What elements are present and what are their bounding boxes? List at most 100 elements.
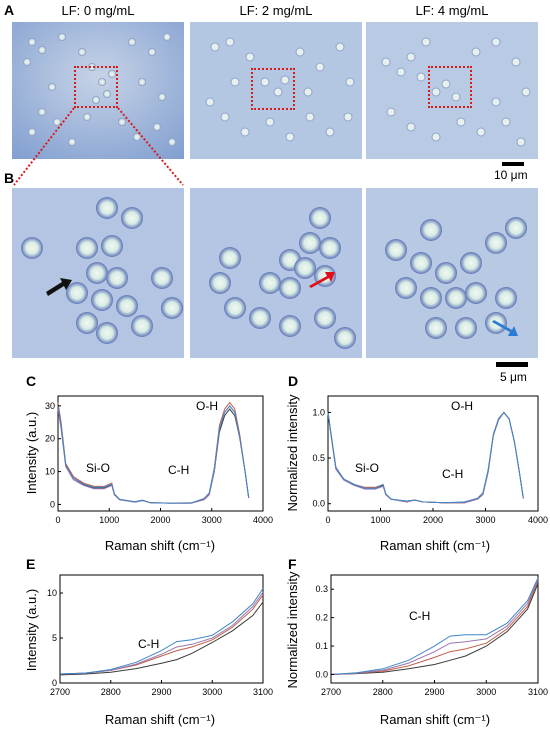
chart-e-xtick-label: 3100 <box>253 687 273 697</box>
chart-f-series-0 <box>330 583 539 675</box>
chart-d-series <box>327 411 524 504</box>
chart-e-xtick-label: 3000 <box>202 687 222 697</box>
chart-c-series-3 <box>57 405 250 504</box>
micrograph-b-0 <box>12 188 184 358</box>
chart-c: 0 1000 2000 3000 4000 0 10 20 30 Si-O C-H O-H Ra… <box>24 395 273 553</box>
chart-f-series <box>330 577 539 675</box>
zoom-lines <box>13 107 184 186</box>
chart-c-xtick-label: 2000 <box>150 515 170 525</box>
chart-e: 2700 2800 2900 3000 3100 0 5 10 C-H Raman shift… <box>24 574 273 727</box>
micrograph-a-2 <box>366 22 538 159</box>
chart-c-xlabel: Raman shift (cm⁻¹) <box>105 538 215 553</box>
chart-d-xtick-label: 1000 <box>370 515 390 525</box>
condition-label-1: LF: 2 mg/mL <box>239 3 313 18</box>
chart-e-xtick-label: 2700 <box>50 687 70 697</box>
chart-e-series-2 <box>59 591 264 675</box>
chart-c-series-1 <box>57 401 250 504</box>
chart-c-annotation-oh: O-H <box>196 399 218 413</box>
chart-c-ytick-label: 20 <box>45 434 55 444</box>
chart-d-series-2 <box>327 411 524 504</box>
chart-f-xtick-label: 2900 <box>424 687 444 697</box>
chart-c-ytick-label: 30 <box>45 401 55 411</box>
chart-d-annotation-sio: Si-O <box>355 461 379 475</box>
chart-f-ylabel: Normalized intensity <box>285 571 300 689</box>
roi-box-0 <box>74 66 118 108</box>
arrow-cond2 <box>492 320 518 336</box>
chart-c-series-2 <box>57 405 250 504</box>
arrow-cond1 <box>309 272 335 288</box>
chart-e-series <box>59 588 264 676</box>
chart-c-series-0 <box>57 405 250 504</box>
chart-c-series <box>57 401 250 504</box>
micrograph-b-2 <box>366 188 538 358</box>
panel-label-e: E <box>26 556 36 572</box>
chart-c-annotation-ch: C-H <box>168 463 189 477</box>
chart-d-xlabel: Raman shift (cm⁻¹) <box>380 538 490 553</box>
chart-c-annotation-sio: Si-O <box>86 461 110 475</box>
scalebar-a-bar <box>502 162 524 166</box>
chart-f: 2700 2800 2900 3000 3100 0.0 0.1 0.2 0.3 C-H Ram… <box>285 571 548 727</box>
arrow-cond0 <box>46 278 72 296</box>
chart-f-ytick-label: 0.3 <box>315 584 328 594</box>
chart-f-xlabel: Raman shift (cm⁻¹) <box>380 712 490 727</box>
panel-label-d: D <box>288 373 299 389</box>
chart-f-xtick-label: 3000 <box>476 687 496 697</box>
micrograph-a-1 <box>190 22 362 159</box>
chart-d-frame <box>327 395 539 512</box>
chart-f-ytick-label: 0.1 <box>315 641 328 651</box>
panel-label-f: F <box>288 556 297 572</box>
chart-e-frame <box>59 574 264 684</box>
chart-c-ylabel: Intensity (a.u.) <box>24 412 39 494</box>
chart-d-annotation-ch: C-H <box>442 467 463 481</box>
chart-d-series-3 <box>327 411 524 504</box>
panel-label-b: B <box>4 170 15 186</box>
chart-f-ticks: 2700 2800 2900 3000 3100 0.0 0.1 0.2 0.3 <box>315 584 548 697</box>
chart-d-xtick-label: 2000 <box>423 515 443 525</box>
chart-c-frame <box>57 395 264 512</box>
condition-label-2: LF: 4 mg/mL <box>415 3 489 18</box>
chart-e-xtick-label: 2800 <box>101 687 121 697</box>
chart-c-xtick-label: 0 <box>55 515 60 525</box>
chart-c-xtick-label: 1000 <box>99 515 119 525</box>
panel-label-a: A <box>4 2 15 18</box>
chart-c-xtick-label: 3000 <box>202 515 222 525</box>
chart-d-series-0 <box>327 411 524 504</box>
chart-f-ytick-label: 0.2 <box>315 613 328 623</box>
chart-f-series-2 <box>330 579 539 675</box>
scalebar-a-label: 10 μm <box>494 168 528 182</box>
condition-label-0: LF: 0 mg/mL <box>61 3 135 18</box>
chart-c-xtick-label: 4000 <box>253 515 273 525</box>
chart-d-ytick-label: 1.0 <box>312 407 325 417</box>
chart-d-xtick-label: 4000 <box>528 515 548 525</box>
chart-e-series-1 <box>59 594 264 675</box>
chart-e-series-3 <box>59 588 264 675</box>
chart-d-ticks: 0 1000 2000 3000 4000 0.0 0.5 1.0 <box>312 407 548 525</box>
chart-f-ytick-label: 0.0 <box>315 669 328 679</box>
chart-e-ytick-label: 10 <box>47 588 57 598</box>
chart-e-xlabel: Raman shift (cm⁻¹) <box>105 712 215 727</box>
chart-f-series-3 <box>330 577 539 675</box>
chart-f-xtick-label: 2800 <box>373 687 393 697</box>
roi-box-1 <box>251 68 295 110</box>
chart-d-ylabel: Normalized intensity <box>285 394 300 512</box>
scalebar-b-label: 5 μm <box>500 370 527 384</box>
chart-e-series-0 <box>59 601 264 676</box>
chart-e-ytick-label: 0 <box>52 678 57 688</box>
chart-d-annotation-oh: O-H <box>451 399 473 413</box>
micrograph-a-0 <box>12 22 184 159</box>
chart-f-xtick-label: 3100 <box>528 687 548 697</box>
chart-f-annotation-ch: C-H <box>409 609 430 623</box>
panel-label-c: C <box>26 373 37 389</box>
chart-d-ytick-label: 0.5 <box>312 453 325 463</box>
chart-e-ytick-label: 5 <box>52 633 57 643</box>
chart-e-ticks: 2700 2800 2900 3000 3100 0 5 10 <box>47 588 273 697</box>
chart-d-series-1 <box>327 411 524 504</box>
chart-c-ytick-label: 10 <box>45 467 55 477</box>
chart-d-xtick-label: 0 <box>325 515 330 525</box>
chart-c-ticks: 0 1000 2000 3000 4000 0 10 20 30 <box>45 401 273 525</box>
chart-c-ytick-label: 0 <box>50 499 55 509</box>
chart-e-ylabel: Intensity (a.u.) <box>24 589 39 671</box>
chart-f-xtick-label: 2700 <box>321 687 341 697</box>
roi-box-2 <box>428 66 472 108</box>
